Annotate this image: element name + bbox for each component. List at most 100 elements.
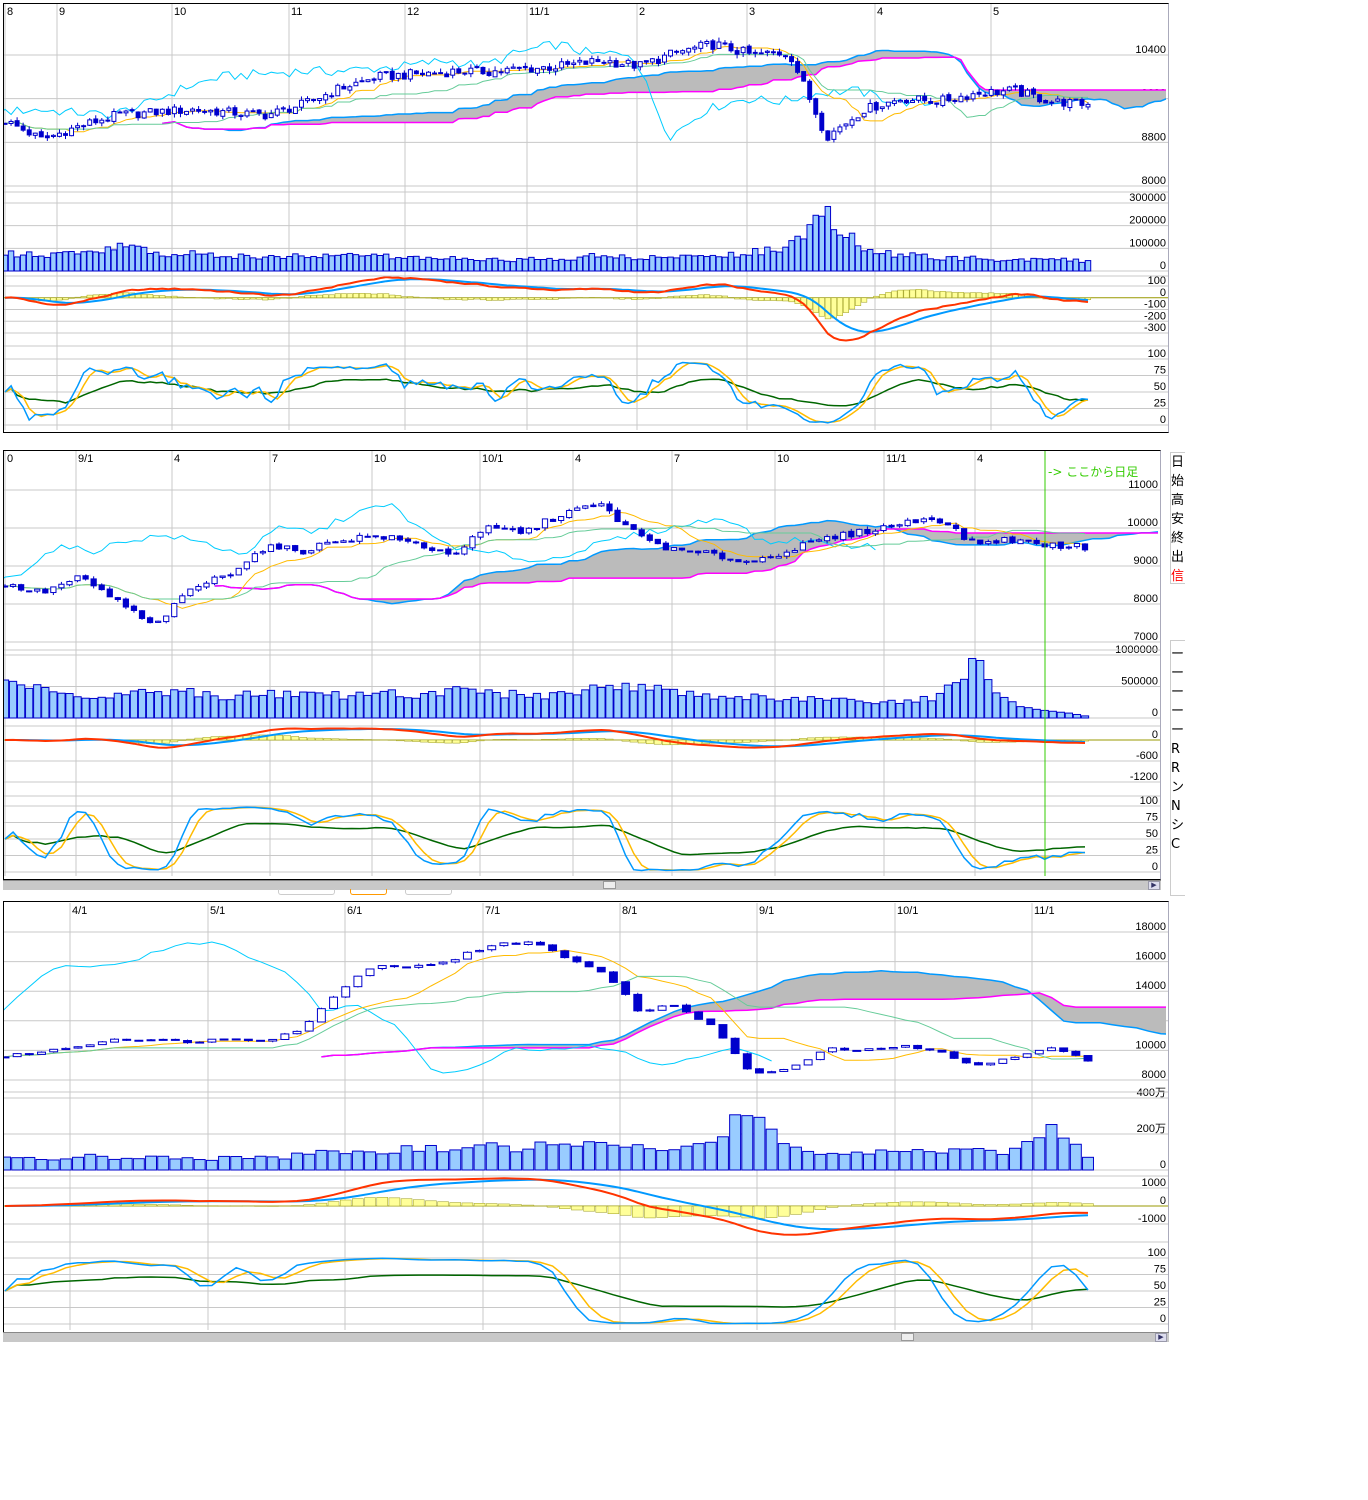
scroll-thumb[interactable] <box>603 881 616 889</box>
volume-bar <box>742 699 751 719</box>
macd-histogram-bar <box>897 289 904 299</box>
candle <box>789 56 795 63</box>
macd-histogram-bar <box>885 292 892 299</box>
volume-bar <box>702 693 711 719</box>
candle <box>843 123 849 127</box>
scroll-right-arrow-icon[interactable]: ▶ <box>1148 881 1160 890</box>
candle <box>335 84 341 97</box>
volume-bar <box>814 697 824 719</box>
x-axis-label: 8/1 <box>622 905 637 917</box>
macd-histogram-bar <box>340 293 347 299</box>
volume-bar <box>860 250 868 272</box>
scroll-right-arrow-icon[interactable]: ▶ <box>1155 1333 1167 1342</box>
volume-bar <box>388 258 396 272</box>
volume-bar <box>619 1146 632 1171</box>
pane-tab-3[interactable] <box>405 889 452 895</box>
volume-bar <box>274 697 284 719</box>
candle <box>584 961 594 968</box>
x-axis-label: 10/1 <box>897 905 918 917</box>
candle <box>365 968 375 977</box>
volume-bar <box>371 692 380 719</box>
candle <box>1033 539 1040 544</box>
candle <box>807 80 813 100</box>
volume-bar <box>758 254 765 272</box>
volume-bar <box>170 689 179 719</box>
candle <box>719 552 726 560</box>
x-axis-label: 7/1 <box>485 905 500 917</box>
macd-histogram-bar <box>935 738 944 741</box>
volume-bar <box>612 257 620 272</box>
price-pane <box>3 501 1158 624</box>
x-axis-label: 0 <box>7 453 13 465</box>
pane-tab-2[interactable] <box>350 889 387 895</box>
stoch-tick-label: 50 <box>1146 828 1158 840</box>
candle <box>462 72 468 75</box>
pane-tab-1[interactable] <box>278 889 335 895</box>
volume-bar <box>412 1150 425 1171</box>
volume-bar <box>449 256 456 272</box>
volume-bar <box>484 689 493 719</box>
x-axis-label: 4/1 <box>72 905 87 917</box>
volume-bar <box>839 697 848 719</box>
candle <box>1073 98 1079 101</box>
candle <box>87 119 93 126</box>
volume-bar <box>339 698 348 719</box>
volume-bar <box>1008 701 1017 719</box>
legend-date: 日 <box>1171 455 1185 470</box>
macd-histogram-bar <box>984 1204 997 1207</box>
candle <box>34 588 41 592</box>
x-axis-label: 9 <box>59 6 65 18</box>
candle <box>438 961 448 965</box>
volume-bar <box>339 1153 352 1171</box>
volume-bar <box>992 692 1001 719</box>
stoch-tick-label: 100 <box>1140 795 1158 807</box>
price-tick-label: 10000 <box>1127 517 1158 529</box>
volume-bar <box>479 260 487 272</box>
candle <box>235 567 242 576</box>
volume-bar <box>315 692 324 719</box>
volume-bar <box>370 253 378 272</box>
daily-chart-scrollbar[interactable]: ▶ <box>3 880 1161 890</box>
candle <box>244 110 250 117</box>
candle <box>377 965 387 970</box>
volume-bar <box>891 256 898 272</box>
volume-bar <box>814 1153 827 1171</box>
macd-histogram-bar <box>62 297 69 301</box>
candle <box>880 525 887 532</box>
monthly-chart-scrollbar[interactable]: ▶ <box>3 1332 1169 1342</box>
volume-bar <box>468 688 477 719</box>
candle <box>823 536 831 542</box>
candle <box>961 1057 971 1064</box>
volume-bar <box>1072 713 1082 719</box>
volume-bar <box>121 694 131 719</box>
candle <box>840 531 847 541</box>
volume-bar <box>673 257 680 272</box>
candle <box>735 559 742 563</box>
volume-bar <box>948 1148 961 1171</box>
volume-bar <box>936 1152 948 1171</box>
macd-histogram-bar <box>764 297 771 301</box>
macd-histogram-bar <box>645 739 654 745</box>
macd-histogram-bar <box>334 293 341 299</box>
volume-bar <box>38 255 45 272</box>
volume-bar <box>105 697 114 719</box>
volume-bar <box>250 695 259 719</box>
candle <box>155 620 162 623</box>
volume-bar <box>782 699 791 719</box>
macd-histogram-bar <box>924 1201 936 1207</box>
volume-bar <box>234 694 243 719</box>
volume-bar <box>765 1128 778 1171</box>
candle <box>359 80 365 83</box>
candle <box>831 130 837 140</box>
volume-bar <box>534 258 541 272</box>
macd-histogram-bar <box>68 297 75 299</box>
scroll-thumb[interactable] <box>901 1333 914 1341</box>
macd-histogram-bar <box>873 295 880 299</box>
candle <box>138 610 146 619</box>
candle <box>558 516 565 521</box>
candle <box>389 70 395 80</box>
macd-pane <box>4 1177 1094 1236</box>
volume-bar <box>1080 715 1090 719</box>
volume-bar <box>57 692 66 719</box>
macd-histogram-bar <box>425 1200 437 1207</box>
